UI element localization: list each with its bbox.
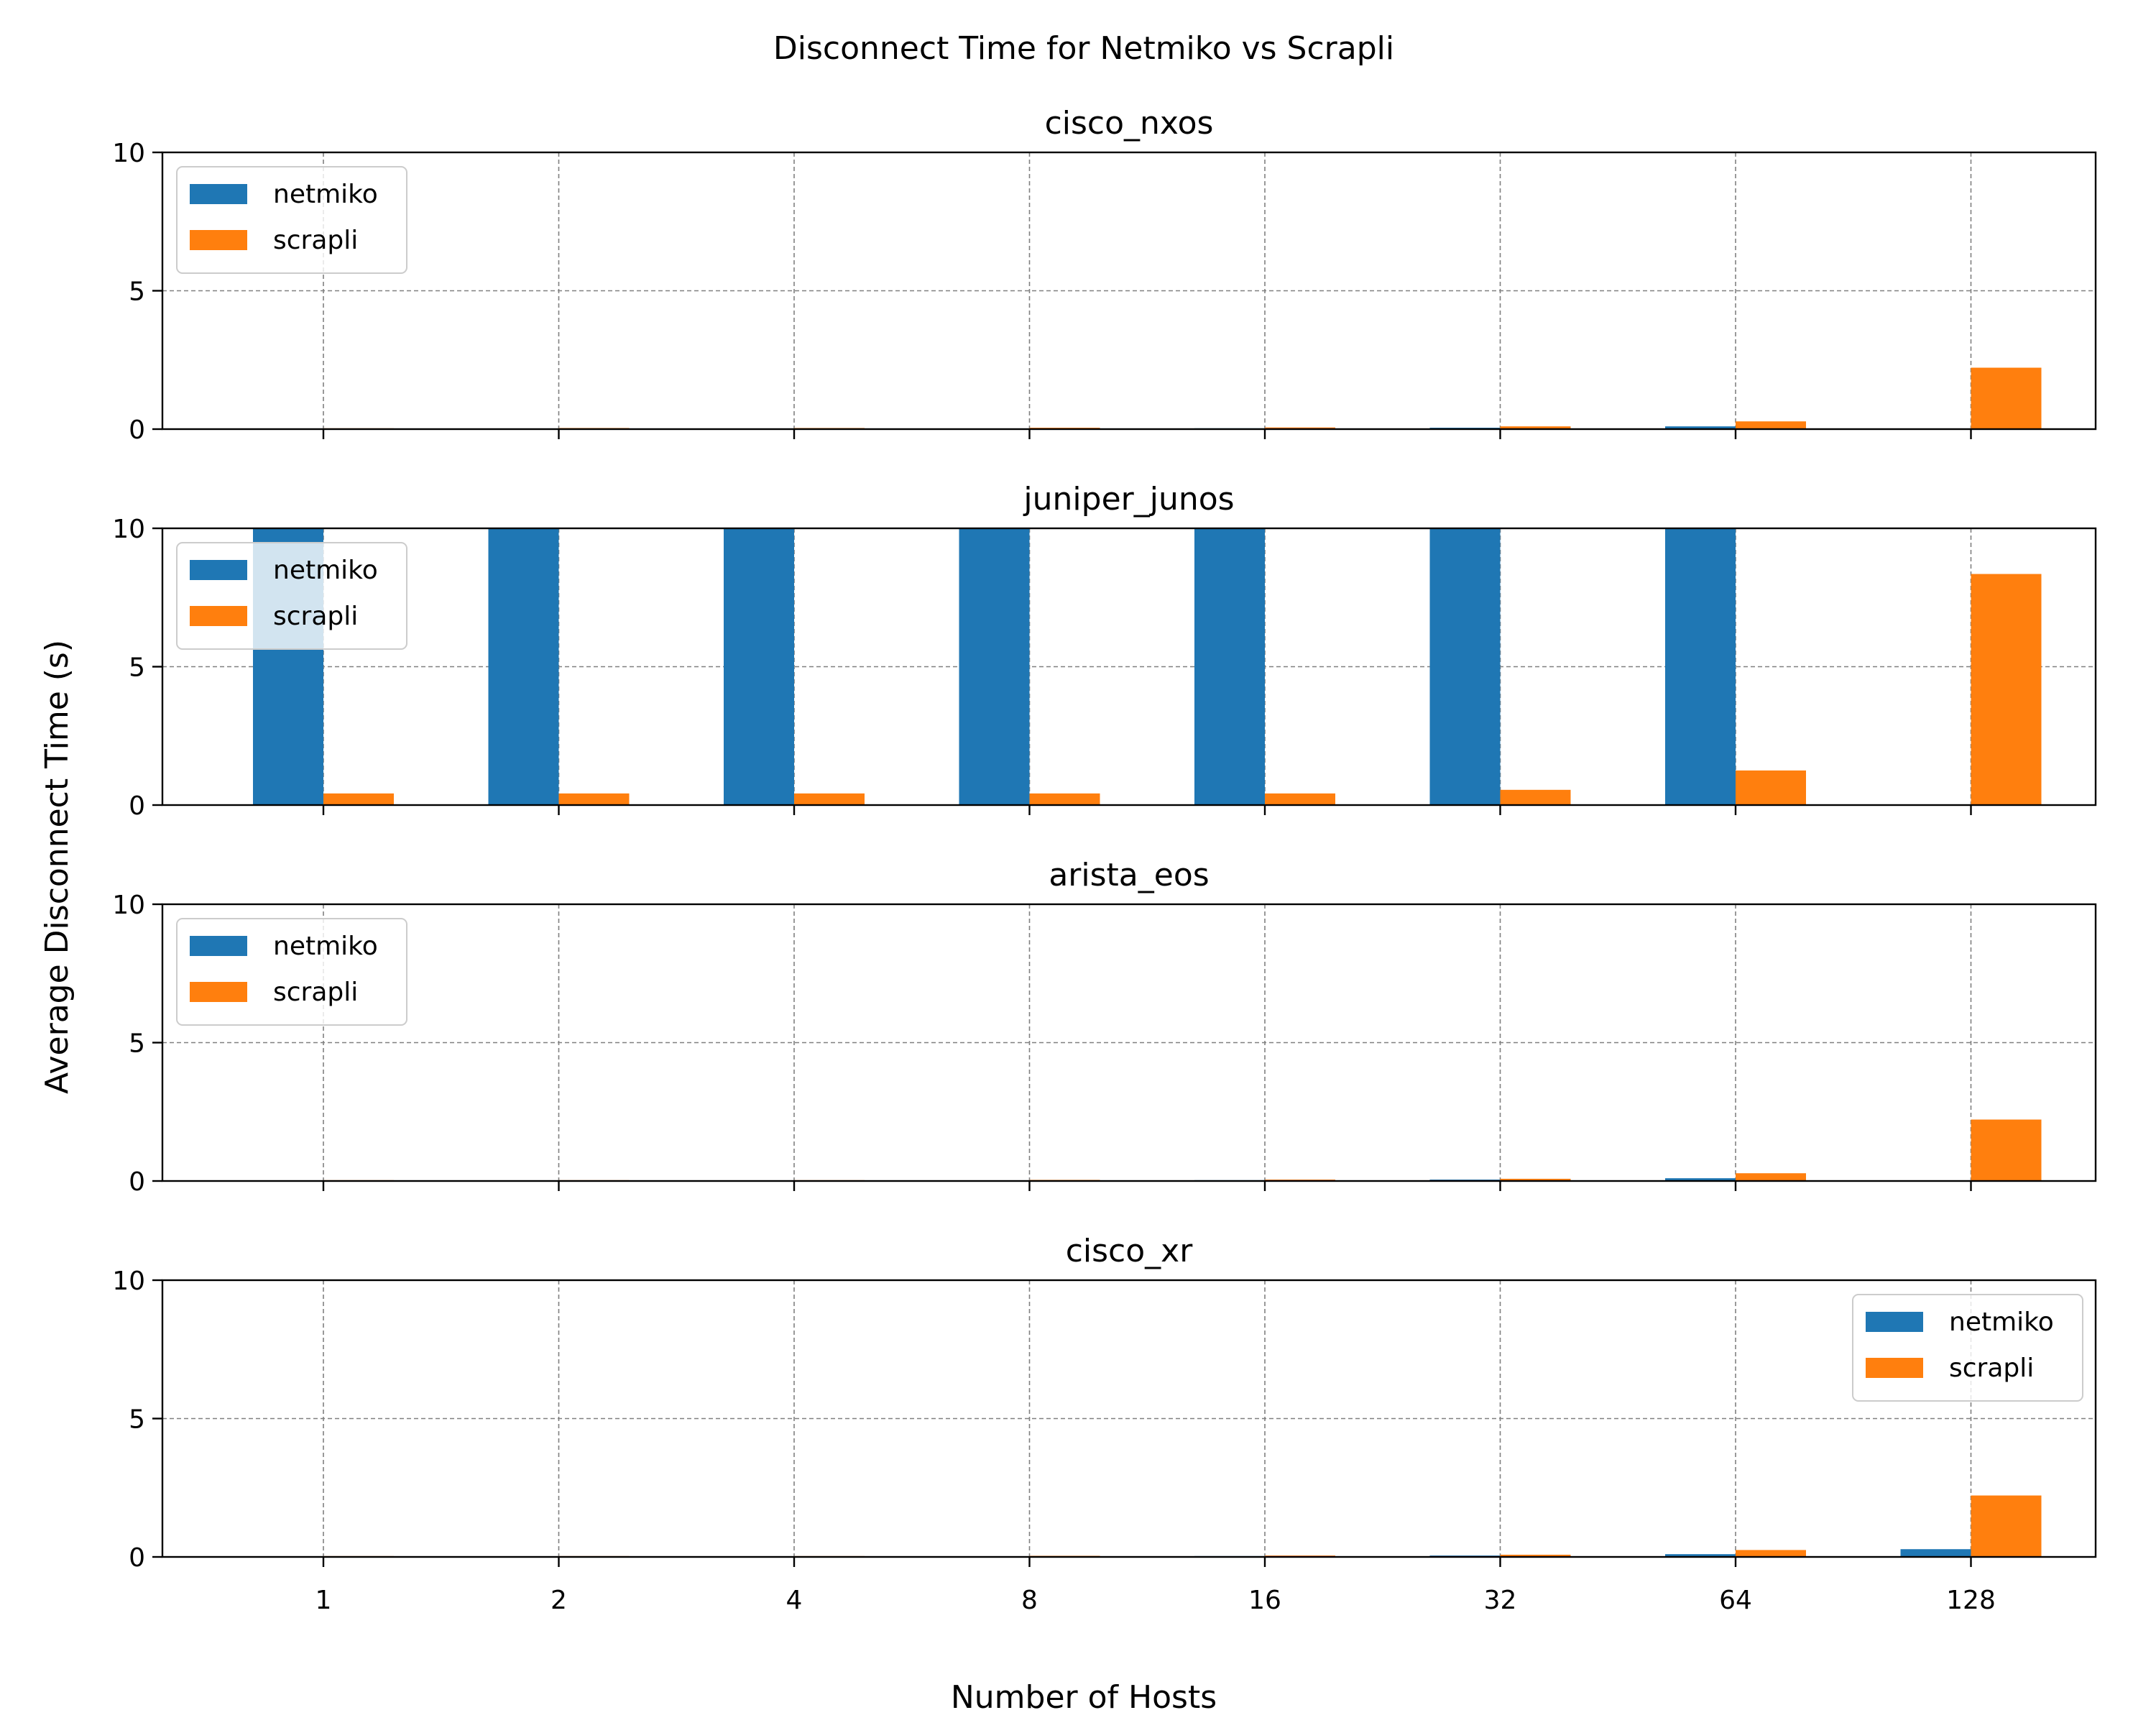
- bar-scrapli-32: [1500, 789, 1571, 805]
- y-tick-label: 5: [129, 1405, 145, 1435]
- bar-netmiko-64: [1665, 1178, 1736, 1181]
- bar-scrapli-128: [1971, 1119, 2042, 1181]
- panels: cisco_nxos0510netmikoscraplijuniper_juno…: [112, 105, 2097, 1615]
- bar-scrapli-128: [1971, 367, 2042, 429]
- legend-label-netmiko: netmiko: [273, 556, 378, 585]
- y-tick-label: 5: [129, 653, 145, 683]
- chart-title: Disconnect Time for Netmiko vs Scrapli: [773, 30, 1394, 67]
- bar-scrapli-2: [558, 793, 630, 805]
- bar-netmiko-8: [959, 528, 1030, 805]
- x-tick-label: 8: [1021, 1586, 1038, 1615]
- y-tick-label: 5: [129, 277, 145, 307]
- panel-cisco_nxos: cisco_nxos 0 5 10 netmiko scrapli: [112, 105, 2097, 445]
- legend-label-scrapli: scrapli: [1949, 1354, 2034, 1383]
- panel-juniper_junos: juniper_junos 0 5 10 netmiko scrapli: [112, 481, 2097, 821]
- bar-scrapli-16: [1265, 793, 1335, 805]
- y-tick-label: 0: [129, 1167, 145, 1197]
- y-tick-label: 10: [112, 139, 145, 168]
- y-tick-label: 5: [129, 1029, 145, 1059]
- bar-scrapli-64: [1736, 1173, 1806, 1181]
- bar-scrapli-32: [1500, 1554, 1571, 1557]
- x-tick-label: 4: [786, 1586, 803, 1615]
- legend: netmiko scrapli: [176, 918, 407, 1026]
- x-tick-label: 32: [1484, 1586, 1517, 1615]
- bar-scrapli-64: [1736, 421, 1806, 429]
- legend: netmiko scrapli: [1852, 1294, 2083, 1402]
- legend-swatch-netmiko: [190, 560, 247, 580]
- legend: netmiko scrapli: [176, 542, 407, 650]
- bar-netmiko-64: [1665, 426, 1736, 429]
- bar-scrapli-4: [794, 793, 865, 805]
- y-tick-label: 10: [112, 515, 145, 544]
- legend-label-scrapli: scrapli: [273, 978, 358, 1007]
- y-tick-label: 0: [129, 415, 145, 445]
- y-tick-label: 10: [112, 891, 145, 920]
- legend-swatch-netmiko: [1866, 1312, 1923, 1332]
- x-tick-label: 16: [1248, 1586, 1281, 1615]
- bar-scrapli-32: [1500, 1178, 1571, 1181]
- plot-frame: [161, 1279, 2097, 1558]
- bar-netmiko-128: [1900, 1549, 1971, 1557]
- panel-cisco_xr: cisco_xr 0 5 10 1 2 4 8 16 32 64 128 netmiko scrapli: [112, 1233, 2097, 1615]
- legend-label-netmiko: netmiko: [273, 180, 378, 209]
- panel-title: cisco_nxos: [1045, 105, 1214, 142]
- bar-netmiko-4: [724, 528, 794, 805]
- legend-swatch-scrapli: [190, 982, 247, 1002]
- legend-swatch-netmiko: [190, 184, 247, 204]
- legend-label-scrapli: scrapli: [273, 602, 358, 631]
- legend-swatch-scrapli: [1866, 1358, 1923, 1378]
- legend: netmiko scrapli: [176, 166, 407, 274]
- x-tick-label: 2: [550, 1586, 567, 1615]
- y-axis-label: Average Disconnect Time (s): [39, 640, 75, 1094]
- y-tick-label: 10: [112, 1267, 145, 1296]
- panel-title: juniper_junos: [1023, 481, 1234, 518]
- panel-title: arista_eos: [1049, 857, 1209, 893]
- bar-scrapli-32: [1500, 426, 1571, 429]
- bar-scrapli-64: [1736, 770, 1806, 805]
- legend-swatch-scrapli: [190, 606, 247, 626]
- bar-netmiko-16: [1194, 528, 1265, 805]
- bar-scrapli-1: [323, 793, 394, 805]
- x-tick-label: 1: [315, 1586, 332, 1615]
- bar-netmiko-64: [1665, 528, 1736, 805]
- legend-label-netmiko: netmiko: [273, 932, 378, 961]
- bar-netmiko-2: [488, 528, 559, 805]
- panel-title: cisco_xr: [1066, 1233, 1193, 1269]
- y-tick-label: 0: [129, 791, 145, 821]
- plot-frame: [161, 151, 2097, 431]
- plot-frame: [161, 903, 2097, 1182]
- bar-netmiko-32: [1429, 528, 1501, 805]
- legend-label-scrapli: scrapli: [273, 226, 358, 255]
- legend-label-netmiko: netmiko: [1949, 1308, 2054, 1337]
- bar-scrapli-128: [1971, 574, 2042, 805]
- legend-swatch-scrapli: [190, 230, 247, 250]
- bar-scrapli-128: [1971, 1495, 2042, 1557]
- bar-scrapli-8: [1029, 793, 1100, 805]
- legend-swatch-netmiko: [190, 936, 247, 956]
- x-tick-label: 128: [1946, 1586, 1996, 1615]
- y-tick-label: 0: [129, 1543, 145, 1573]
- panel-arista_eos: arista_eos 0 5 10 netmiko scrapli: [112, 857, 2097, 1197]
- x-axis-label: Number of Hosts: [951, 1679, 1217, 1716]
- bar-scrapli-64: [1736, 1550, 1806, 1557]
- plot-frame: [161, 527, 2097, 806]
- bar-netmiko-64: [1665, 1554, 1736, 1557]
- x-tick-label: 64: [1719, 1586, 1752, 1615]
